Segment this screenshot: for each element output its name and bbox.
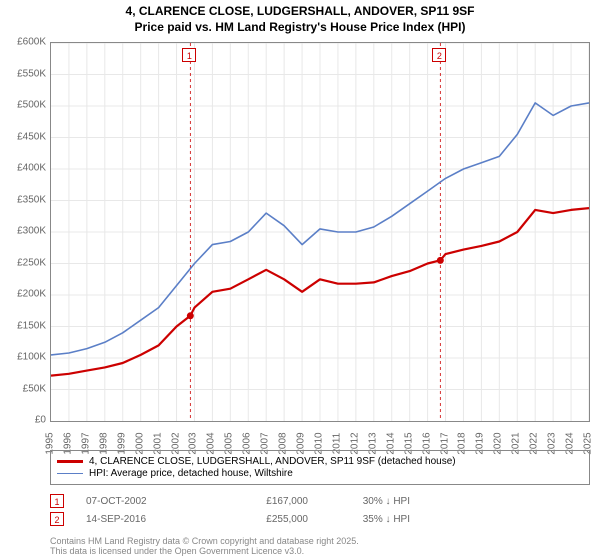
y-tick-label: £400K <box>6 163 46 174</box>
y-tick-label: £50K <box>6 383 46 394</box>
transaction-marker: 2 <box>50 512 64 526</box>
transaction-marker: 1 <box>50 494 64 508</box>
legend-swatch <box>57 460 83 462</box>
attribution-line-2: This data is licensed under the Open Gov… <box>50 546 359 556</box>
y-tick-label: £100K <box>6 352 46 363</box>
transaction-table: 1 07-OCT-2002 £167,000 30% ↓ HPI 2 14-SEP-201… <box>50 494 590 530</box>
transaction-price: £255,000 <box>218 514 308 525</box>
y-tick-label: £550K <box>6 68 46 79</box>
legend-label: 4, CLARENCE CLOSE, LUDGERSHALL, ANDOVER,… <box>89 456 456 467</box>
title-line-2: Price paid vs. HM Land Registry's House … <box>8 20 592 36</box>
transaction-row: 2 14-SEP-2016 £255,000 35% ↓ HPI <box>50 512 590 526</box>
attribution-line-1: Contains HM Land Registry data © Crown c… <box>50 536 359 546</box>
event-marker-label: 1 <box>182 48 196 62</box>
plot-area <box>50 42 590 422</box>
transaction-date: 14-SEP-2016 <box>86 514 196 525</box>
transaction-pct: 30% ↓ HPI <box>330 496 410 507</box>
chart-title: 4, CLARENCE CLOSE, LUDGERSHALL, ANDOVER,… <box>0 0 600 37</box>
y-tick-label: £450K <box>6 131 46 142</box>
legend-swatch <box>57 473 83 475</box>
attribution: Contains HM Land Registry data © Crown c… <box>50 536 359 556</box>
y-tick-label: £150K <box>6 320 46 331</box>
chart-container: 4, CLARENCE CLOSE, LUDGERSHALL, ANDOVER,… <box>0 0 600 560</box>
legend: 4, CLARENCE CLOSE, LUDGERSHALL, ANDOVER,… <box>50 450 590 485</box>
legend-item: HPI: Average price, detached house, Wilt… <box>57 468 583 479</box>
y-tick-label: £500K <box>6 100 46 111</box>
title-line-1: 4, CLARENCE CLOSE, LUDGERSHALL, ANDOVER,… <box>8 4 592 20</box>
legend-item: 4, CLARENCE CLOSE, LUDGERSHALL, ANDOVER,… <box>57 456 583 467</box>
y-tick-label: £250K <box>6 257 46 268</box>
y-tick-label: £350K <box>6 194 46 205</box>
y-tick-label: £200K <box>6 289 46 300</box>
y-tick-label: £600K <box>6 37 46 48</box>
legend-label: HPI: Average price, detached house, Wilt… <box>89 468 293 479</box>
transaction-price: £167,000 <box>218 496 308 507</box>
transaction-pct: 35% ↓ HPI <box>330 514 410 525</box>
y-tick-label: £0 <box>6 415 46 426</box>
event-marker-label: 2 <box>432 48 446 62</box>
y-tick-label: £300K <box>6 226 46 237</box>
transaction-row: 1 07-OCT-2002 £167,000 30% ↓ HPI <box>50 494 590 508</box>
transaction-date: 07-OCT-2002 <box>86 496 196 507</box>
chart-svg <box>51 43 589 421</box>
